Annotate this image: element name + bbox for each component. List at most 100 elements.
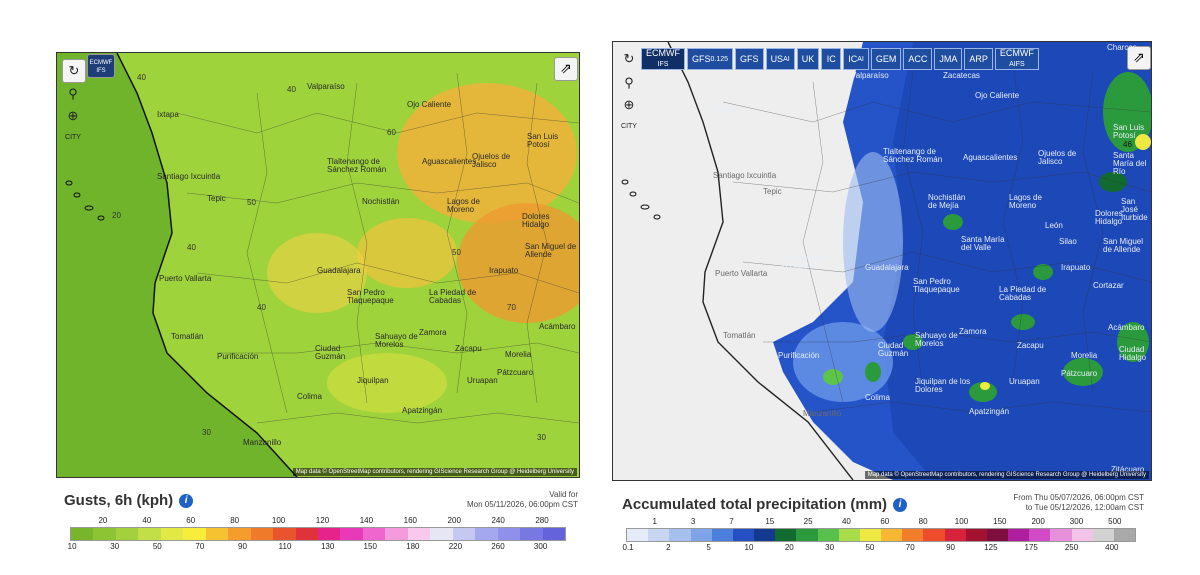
map-city: San Pedro Tlaquepaque <box>347 288 394 305</box>
valid-value: Mon 05/11/2026, 06:00pm CST <box>466 500 578 509</box>
map-city: Zamora <box>419 328 447 337</box>
precip-color-scale <box>626 528 1136 542</box>
model-button-label: GEM <box>875 53 897 64</box>
model-button-ecmwf-aifs[interactable]: ECMWF AIFS <box>994 48 1039 70</box>
precip-color-swatch <box>859 529 882 541</box>
precip-color-swatch <box>690 529 712 541</box>
precip-legend-tick: 3 <box>690 517 696 526</box>
model-button-sub: IFS <box>657 61 669 68</box>
map-city: Dolores Hidalgo <box>522 212 550 229</box>
model-button-us-ai[interactable]: US AI <box>765 48 795 70</box>
gusts-legend-tick: 40 <box>142 516 152 525</box>
info-icon[interactable]: i <box>893 498 908 513</box>
map-city: Uruapan <box>467 376 498 385</box>
model-button-sub: AIFS <box>1009 61 1025 68</box>
model-button-label: GFS <box>740 53 759 64</box>
precip-legend-tick: 15 <box>765 517 775 526</box>
gusts-map[interactable]: ECMWF IFS ↻ ⚲ ⊕ CITY ⇗ Ixtapa Valparaíso… <box>56 52 580 478</box>
model-badge[interactable]: ECMWF IFS <box>87 54 115 78</box>
gusts-color-swatch <box>430 528 453 540</box>
gusts-color-swatch <box>452 528 476 540</box>
precip-color-swatch <box>986 529 1009 541</box>
map-attribution: Map data © OpenStreetMap contributors, r… <box>292 468 577 476</box>
city-toggle[interactable]: CITY <box>65 134 81 141</box>
gusts-color-swatch <box>71 528 94 540</box>
refresh-icon[interactable]: ↻ <box>62 59 86 83</box>
precip-legend-tick: 7 <box>729 517 734 526</box>
precip-panel: ↻ ⚲ ⊕ CITY ⇗ ECMWF IFS GFS 0.125 GFS US AI UK IC… <box>612 41 1152 572</box>
gusts-legend-tick: 110 <box>278 542 292 551</box>
map-city: Lagos de Moreno <box>1009 193 1042 210</box>
city-toggle[interactable]: CITY <box>621 123 637 130</box>
model-button-gfs[interactable]: GFS <box>735 48 764 70</box>
model-button-ecmwf-ifs[interactable]: ECMWF IFS <box>641 48 685 70</box>
zoom-icon[interactable]: ⊕ <box>623 97 635 112</box>
model-button-jma[interactable]: JMA <box>934 48 963 70</box>
map-city: La Piedad de Cabadas <box>429 288 477 305</box>
gusts-legend-tick: 240 <box>491 516 505 525</box>
precip-legend-tick: 400 <box>1105 543 1119 552</box>
model-button-ic[interactable]: IC <box>821 48 842 70</box>
gusts-color-swatch <box>160 528 184 540</box>
share-icon[interactable]: ⇗ <box>1127 46 1151 70</box>
map-city: Colima <box>297 392 322 401</box>
map-city: Santiago Ixcuintla <box>713 171 777 180</box>
refresh-icon[interactable]: ↻ <box>623 51 635 66</box>
gusts-legend-tick: 90 <box>238 542 247 551</box>
precip-color-swatch <box>1113 529 1136 541</box>
precip-map[interactable]: ↻ ⚲ ⊕ CITY ⇗ ECMWF IFS GFS 0.125 GFS US AI UK IC… <box>612 41 1152 481</box>
map-value: 50 <box>452 248 461 257</box>
share-icon[interactable]: ⇗ <box>554 57 578 81</box>
map-value: 60 <box>387 128 396 137</box>
gusts-color-swatch <box>407 528 431 540</box>
gusts-color-swatch <box>93 528 116 540</box>
model-button-ic-ai[interactable]: IC AI <box>843 48 869 70</box>
gusts-legend-tick: 150 <box>363 542 377 551</box>
precip-legend-tick: 2 <box>666 543 671 552</box>
model-button-uk[interactable]: UK <box>796 48 820 70</box>
gusts-color-swatch <box>542 528 565 540</box>
model-button-label: UK <box>801 53 815 64</box>
gusts-color-swatch <box>317 528 341 540</box>
map-value: 40 <box>187 243 196 252</box>
gusts-legend-tick: 100 <box>271 516 286 525</box>
model-button-label: ARP <box>969 53 988 64</box>
map-city: Pátzcuaro <box>497 368 534 377</box>
location-pin-icon[interactable]: ⚲ <box>68 86 78 101</box>
gusts-color-swatch <box>115 528 139 540</box>
map-city: Ojo Caliente <box>407 100 452 109</box>
map-city: Zacatecas <box>943 71 980 80</box>
model-button-gem[interactable]: GEM <box>870 48 902 70</box>
map-city: Purificación <box>217 352 259 361</box>
gusts-color-swatch <box>138 528 161 540</box>
precip-color-swatch <box>1050 529 1072 541</box>
gusts-color-swatch <box>340 528 363 540</box>
map-city: Acámbaro <box>1108 323 1145 332</box>
map-city: Zacapu <box>455 344 482 353</box>
map-city: Silao <box>1059 237 1077 246</box>
model-button-acc[interactable]: ACC <box>903 48 933 70</box>
map-city: Tepic <box>207 194 226 203</box>
map-value: 30 <box>202 428 211 437</box>
map-city: León <box>1045 221 1063 230</box>
model-button-arp[interactable]: ARP <box>964 48 993 70</box>
precip-color-swatch <box>1008 529 1030 541</box>
location-pin-icon[interactable]: ⚲ <box>624 75 634 90</box>
precip-color-swatch <box>648 529 670 541</box>
map-city: Morelia <box>1071 351 1098 360</box>
map-city: Ixtapa <box>157 110 179 119</box>
gusts-color-swatch <box>362 528 386 540</box>
zoom-icon[interactable]: ⊕ <box>67 108 79 123</box>
map-city: Tomatlán <box>171 332 204 341</box>
map-city: San Pedro Tlaquepaque <box>913 277 960 294</box>
map-value: 40 <box>137 73 146 82</box>
model-button-label: GFS <box>692 53 711 64</box>
precip-title: Accumulated total precipitation (mm) i <box>622 496 908 513</box>
map-city: Lagos de Moreno <box>447 197 480 214</box>
precip-color-swatch <box>1092 529 1114 541</box>
precip-legend-tick: 125 <box>984 543 998 552</box>
map-city: Apatzingán <box>402 406 443 415</box>
model-button-gfs-0-125[interactable]: GFS 0.125 <box>687 48 734 70</box>
precip-color-swatch <box>754 529 776 541</box>
info-icon[interactable]: i <box>179 494 194 509</box>
